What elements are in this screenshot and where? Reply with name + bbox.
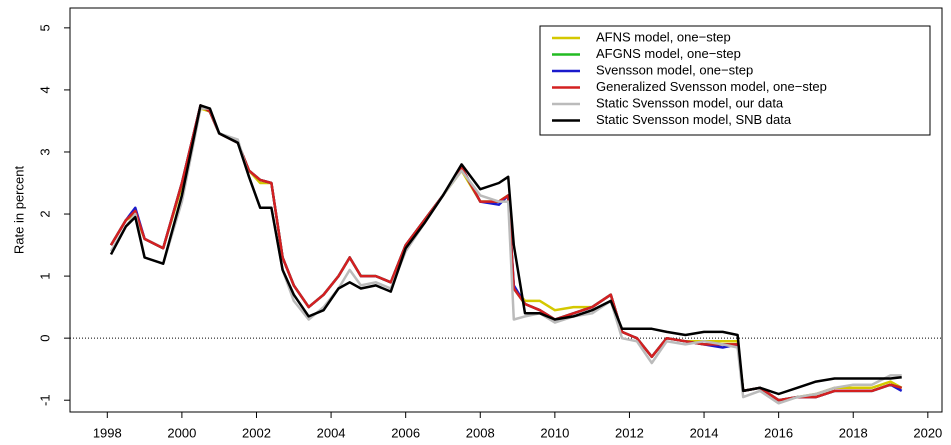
x-tick-label: 2016 xyxy=(764,425,793,440)
series-line xyxy=(109,104,903,402)
legend-label: Generalized Svensson model, one−step xyxy=(596,79,827,94)
series-line xyxy=(109,107,903,402)
y-tick-label: 4 xyxy=(37,86,52,93)
x-tick-label: 2010 xyxy=(540,425,569,440)
y-tick-label: -1 xyxy=(37,394,52,406)
x-tick-label: 2018 xyxy=(839,425,868,440)
y-tick-label: 1 xyxy=(37,272,52,279)
legend-label: Static Svensson model, SNB data xyxy=(596,112,792,127)
x-tick-label: 1998 xyxy=(93,425,122,440)
x-tick-label: 2004 xyxy=(317,425,346,440)
x-tick-label: 2020 xyxy=(913,425,942,440)
series-line xyxy=(109,107,902,405)
x-tick-label: 2000 xyxy=(167,425,196,440)
legend-label: AFNS model, one−step xyxy=(596,29,731,44)
x-tick-label: 2012 xyxy=(615,425,644,440)
y-axis-label: Rate in percent xyxy=(11,166,26,255)
legend: AFNS model, one−step AFGNS model, one−ste… xyxy=(539,25,931,136)
y-tick-label: 3 xyxy=(37,148,52,155)
legend-label: AFGNS model, one−step xyxy=(596,46,741,61)
y-tick-label: 2 xyxy=(37,210,52,217)
plot-frame xyxy=(69,7,943,413)
x-tick-label: 2008 xyxy=(466,425,495,440)
legend-box xyxy=(539,25,931,136)
legend-label: Static Svensson model, our data xyxy=(596,95,784,110)
x-tick-label: 2006 xyxy=(391,425,420,440)
series-line xyxy=(109,104,903,402)
x-tick-label: 2002 xyxy=(242,425,271,440)
legend-label: Svensson model, one−step xyxy=(596,62,753,77)
y-tick-label: 5 xyxy=(37,24,52,31)
x-tick-label: 2014 xyxy=(690,425,719,440)
series-line xyxy=(109,104,903,402)
series-line xyxy=(109,104,902,396)
y-tick-label: 0 xyxy=(37,335,52,342)
